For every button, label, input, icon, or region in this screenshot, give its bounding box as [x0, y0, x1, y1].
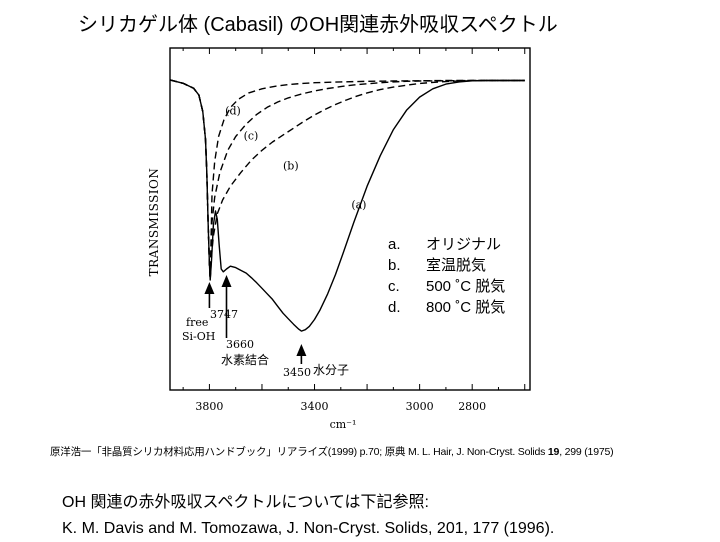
annotation-water-value: 3450 — [283, 366, 311, 379]
x-tick-label: 3000 — [406, 400, 434, 413]
legend-text: オリジナル — [426, 236, 502, 253]
x-tick-label: 3400 — [301, 400, 329, 413]
legend-item-c: c. 500 ˚C 脱気 — [388, 276, 505, 297]
annotation-free-line2: Si-OH — [182, 330, 215, 343]
legend-text: 800 ˚C 脱気 — [426, 299, 506, 316]
legend-key: a. — [388, 236, 401, 253]
curve-label-a: (a) — [351, 198, 366, 211]
x-tick-labels: 3800 3400 3000 2800 — [195, 400, 486, 413]
legend-key: c. — [388, 278, 400, 295]
annotation-water: 3450 水分子 — [283, 344, 349, 379]
reference-note-line1: OH 関連の赤外吸収スペクトルについては下記参照: — [62, 494, 429, 511]
x-tick-label: 2800 — [458, 400, 486, 413]
curve-label-b: (b) — [283, 160, 299, 173]
annotation-hydrogen-bond: 3660 水素結合 — [221, 275, 269, 367]
reference-note: OH 関連の赤外吸収スペクトルについては下記参照: K. M. Davis an… — [62, 490, 554, 542]
ir-spectrum-chart: 3800 3400 3000 2800 (d)(c) (b) (a) TRANSMISSI… — [147, 47, 531, 431]
annotation-hbond-value: 3660 — [226, 338, 254, 351]
arrow-head — [204, 282, 215, 294]
spectrum-series — [169, 79, 525, 332]
annotation-free-line1: free — [186, 316, 208, 329]
annotation-water-label: 水分子 — [313, 363, 349, 377]
annotation-free-value: 3747 — [210, 308, 238, 321]
legend-text: 室温脱気 — [426, 257, 487, 274]
arrow-up-icon — [296, 344, 307, 364]
bottom-axis-ticks — [182, 384, 526, 390]
arrow-up-icon — [221, 275, 232, 338]
curve-label-c: (c) — [244, 129, 259, 142]
source-suffix: , 299 (1975) — [559, 446, 614, 458]
top-axis-ticks — [182, 48, 526, 54]
source-prefix: 原洋浩一「非晶質シリカ材料応用ハンドブック」リアライズ(1999) p.70; … — [50, 446, 548, 458]
x-tick-label: 3800 — [195, 400, 223, 413]
legend-item-b: b. 室温脱気 — [388, 255, 505, 276]
source-volume: 19 — [547, 446, 560, 458]
annotation-hbond-label: 水素結合 — [221, 352, 269, 367]
y-axis-label: TRANSMISSION — [147, 168, 161, 277]
plot-frame — [169, 47, 531, 391]
arrow-up-icon — [204, 282, 215, 308]
legend-item-d: d. 800 ˚C 脱気 — [388, 297, 505, 318]
arrow-head — [221, 275, 232, 287]
page-title: シリカゲル体 (Cabasil) のOH関連赤外吸収スペクトル — [78, 14, 558, 36]
annotation-free-sioh: free Si-OH 3747 — [182, 282, 238, 343]
curve-labels: (d)(c) (b) (a) — [225, 104, 366, 211]
source-citation: 原洋浩一「非晶質シリカ材料応用ハンドブック」リアライズ(1999) p.70; … — [50, 444, 614, 459]
legend-text: 500 ˚C 脱気 — [426, 278, 506, 295]
legend: a. オリジナル b. 室温脱気 c. 500 ˚C 脱気 d. 800 ˚C … — [388, 234, 505, 318]
curve-label-d: (d) — [225, 104, 241, 117]
arrow-head — [296, 344, 307, 356]
series-line-d — [169, 79, 525, 281]
x-axis-label: cm⁻¹ — [330, 418, 357, 431]
legend-item-a: a. オリジナル — [388, 234, 505, 255]
legend-key: b. — [388, 257, 401, 274]
legend-key: d. — [388, 299, 401, 316]
reference-note-line2: K. M. Davis and M. Tomozawa, J. Non-Crys… — [62, 520, 555, 537]
